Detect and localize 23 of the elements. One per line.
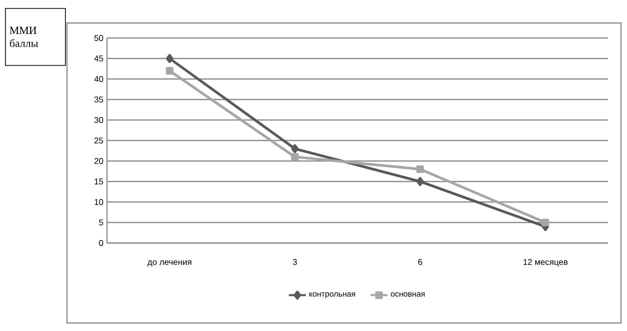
y-tick-label: 20 — [94, 158, 104, 164]
x-tick-label: до лечения — [147, 260, 192, 267]
point — [416, 165, 424, 173]
point — [166, 54, 174, 63]
x-tick-label: 6 — [418, 258, 422, 265]
y-tick-label: 0 — [99, 240, 104, 246]
y-tick-label: 35 — [94, 96, 104, 102]
y-tick-label: 10 — [94, 199, 104, 205]
y-tick-label: 25 — [94, 138, 104, 144]
x-tick-label: 12 месяцев — [523, 258, 568, 267]
y-tick-label: 50 — [94, 35, 104, 41]
y-tick-label: 15 — [94, 178, 104, 184]
point — [166, 67, 174, 75]
y-tick-label: 5 — [99, 220, 104, 226]
point — [542, 218, 550, 226]
text: ММИ баллы — [10, 26, 38, 48]
y-tick-label: 30 — [94, 117, 104, 123]
y-tick-label: 45 — [94, 56, 104, 62]
point — [291, 153, 299, 161]
x-tick-label: 3 — [292, 258, 297, 265]
y-tick-label: 40 — [94, 76, 104, 82]
point — [291, 144, 299, 154]
point — [416, 177, 424, 186]
